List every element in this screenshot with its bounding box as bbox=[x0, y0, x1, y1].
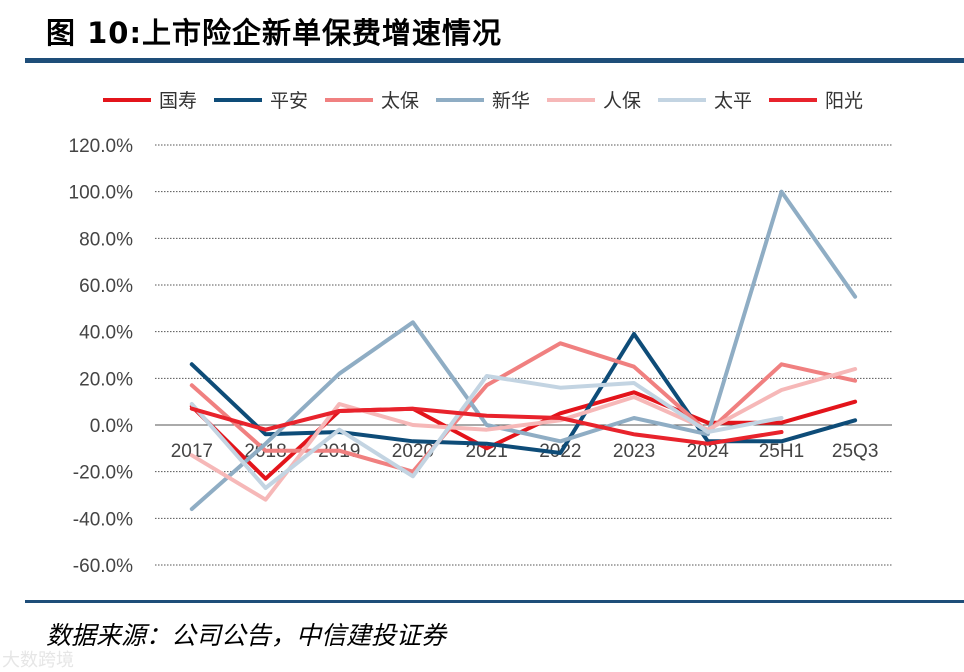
legend-label: 阳光 bbox=[825, 90, 863, 112]
series-line-人保 bbox=[189, 367, 858, 502]
y-tick-label: 80.0% bbox=[79, 229, 133, 250]
series-line-新华 bbox=[189, 189, 858, 511]
x-tick-label: 25Q3 bbox=[832, 441, 878, 462]
series-line-平安 bbox=[189, 332, 858, 455]
y-axis-labels: 120.0% 100.0% 80.0% 60.0% 40.0% 20.0% 0.0% -20.… bbox=[69, 136, 134, 577]
bottom-rule bbox=[25, 600, 964, 603]
y-tick-label: 0.0% bbox=[90, 416, 133, 437]
legend-label: 平安 bbox=[270, 90, 308, 112]
x-tick-label: 2017 bbox=[171, 441, 213, 462]
watermark-text: 大数跨境 bbox=[2, 650, 74, 671]
source-note: 数据来源：公司公告，中信建投证券 bbox=[46, 621, 447, 650]
legend-label: 太平 bbox=[714, 90, 752, 112]
y-tick-label: 20.0% bbox=[79, 369, 133, 390]
line-chart: 120.0% 100.0% 80.0% 60.0% 40.0% 20.0% 0.0% -20.… bbox=[69, 90, 892, 577]
y-tick-label: -40.0% bbox=[73, 509, 133, 530]
y-tick-label: 100.0% bbox=[69, 183, 134, 204]
x-tick-label: 25H1 bbox=[759, 441, 804, 462]
legend-label: 新华 bbox=[492, 90, 530, 112]
x-tick-label: 2024 bbox=[687, 441, 730, 462]
top-rule bbox=[25, 58, 964, 63]
series-line-太平 bbox=[189, 374, 784, 490]
legend-label: 太保 bbox=[381, 90, 419, 112]
series-line-国寿 bbox=[189, 390, 858, 481]
legend-label: 人保 bbox=[603, 90, 641, 112]
y-tick-label: -60.0% bbox=[73, 556, 133, 577]
gridlines bbox=[155, 144, 892, 566]
legend: 国寿 平安 太保 新华 人保 太平 阳光 bbox=[103, 90, 863, 112]
series-line-太保 bbox=[189, 341, 858, 474]
figure-title: 图 10:上市险企新单保费增速情况 bbox=[46, 16, 503, 50]
y-tick-label: 60.0% bbox=[79, 276, 133, 297]
series-lines bbox=[189, 189, 858, 511]
legend-label: 国寿 bbox=[159, 90, 197, 112]
y-tick-label: -20.0% bbox=[73, 463, 133, 484]
y-tick-label: 120.0% bbox=[69, 136, 134, 157]
x-tick-label: 2023 bbox=[613, 441, 655, 462]
series-line-阳光 bbox=[189, 406, 784, 446]
y-tick-label: 40.0% bbox=[79, 323, 133, 344]
